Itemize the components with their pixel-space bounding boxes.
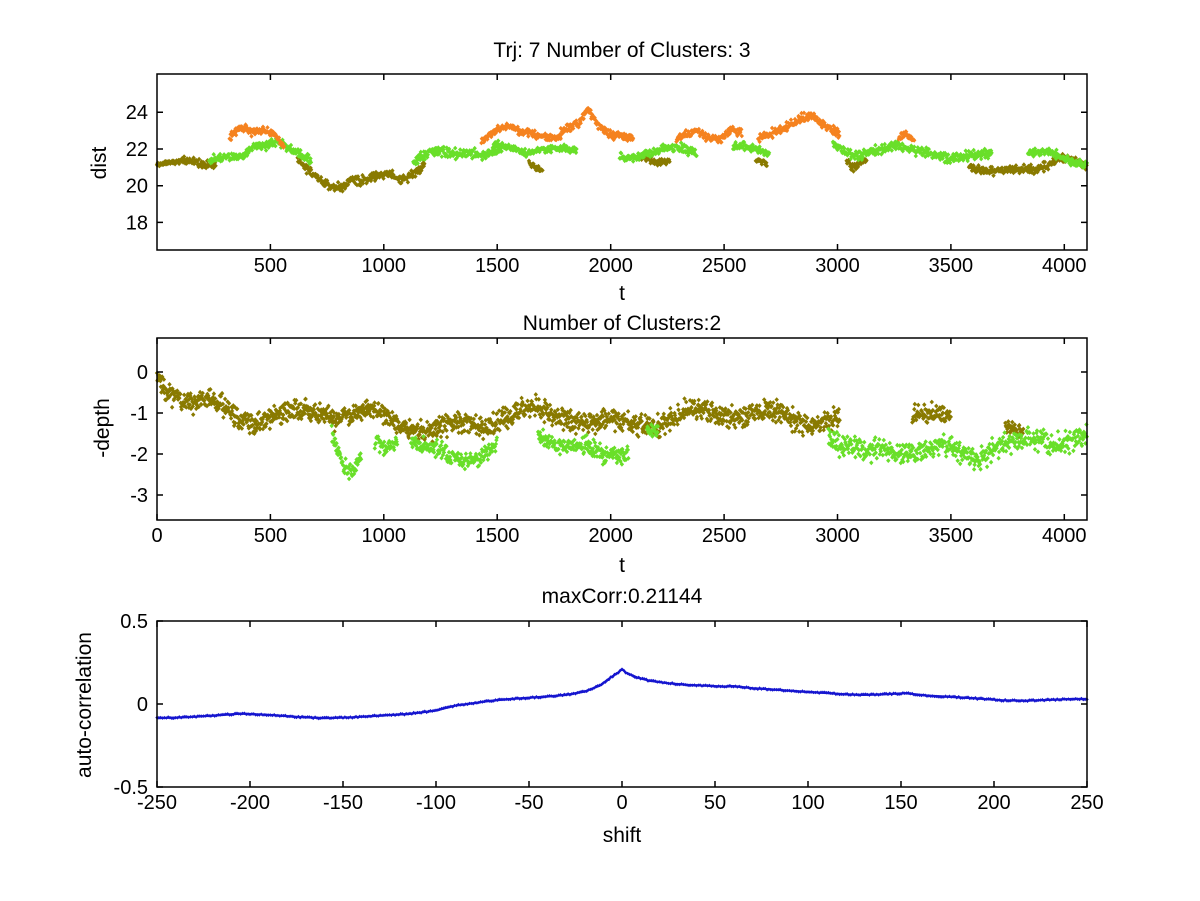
- x-tick-label: 1500: [475, 255, 520, 277]
- y-tick-label: 0: [137, 362, 148, 384]
- x-tick-label: 500: [254, 255, 287, 277]
- x-tick-label: 2500: [702, 255, 747, 277]
- x-tick-label: -250: [137, 792, 177, 814]
- x-tick-label: 3000: [815, 255, 860, 277]
- x-tick-label: 1000: [362, 255, 407, 277]
- y-tick-label: -0.5: [114, 777, 148, 799]
- x-tick-label: 500: [254, 525, 287, 547]
- x-tick-label: 3000: [815, 525, 860, 547]
- x-tick-label: 0: [616, 792, 627, 814]
- tick-marks: [156, 338, 1087, 520]
- subplot3-ylabel: auto-correlation: [73, 632, 96, 778]
- x-tick-label: -50: [515, 792, 544, 814]
- y-tick-label: 24: [126, 102, 148, 124]
- y-tick-label: 20: [126, 176, 148, 198]
- x-tick-label: 50: [704, 792, 726, 814]
- y-tick-label: 0: [137, 694, 148, 716]
- x-tick-label: 2000: [588, 525, 633, 547]
- subplot2-cluster-olive-points: [154, 370, 1026, 445]
- x-tick-label: 150: [884, 792, 917, 814]
- subplot3-xlabel: shift: [602, 824, 642, 847]
- y-tick-label: -3: [130, 485, 148, 507]
- y-tick-label: 18: [126, 212, 148, 234]
- x-tick-label: -100: [416, 792, 456, 814]
- y-tick-label: -2: [130, 444, 148, 466]
- subplot2-xlabel: t: [619, 554, 625, 577]
- subplot1-xlabel: t: [619, 282, 625, 305]
- subplot3-title: maxCorr:0.21144: [541, 585, 703, 608]
- subplot2-ylabel: -depth: [91, 398, 114, 458]
- subplot1-cluster-green-points: [207, 136, 1090, 170]
- tick-marks: [156, 620, 1088, 788]
- x-tick-label: 3500: [929, 525, 974, 547]
- x-tick-label: 4000: [1042, 525, 1087, 547]
- x-tick-label: 0: [151, 525, 162, 547]
- y-tick-label: 0.5: [120, 611, 148, 633]
- subplot1-axes: 500 1000 1500 2000 2500 3000 3500 4000 18 20 22 24: [126, 73, 1088, 277]
- x-tick-label: 250: [1070, 792, 1103, 814]
- autocorrelation-line: [156, 667, 1087, 720]
- subplot2-axes: 0 500 1000 1500 2000 2500 3000 3500 4000 0 -1 -2 -3: [130, 337, 1088, 547]
- y-tick-label: 22: [126, 139, 148, 161]
- subplot1-cluster-orange-points: [227, 105, 917, 150]
- tick-marks: [157, 74, 1087, 250]
- x-tick-label: 4000: [1042, 255, 1087, 277]
- subplot2-cluster-green-points: [329, 422, 1090, 482]
- x-tick-label: 200: [977, 792, 1010, 814]
- subplot1-title: Trj: 7 Number of Clusters: 3: [493, 39, 751, 62]
- x-tick-label: 1000: [362, 525, 407, 547]
- x-tick-label: 2000: [588, 255, 633, 277]
- subplot2-title: Number of Clusters:2: [522, 312, 722, 335]
- subplot3-axes: -250 -200 -150 -100 -50 0 50 100 150 200 250 0.5 0 -0…: [114, 611, 1104, 814]
- x-tick-label: 1500: [475, 525, 520, 547]
- subplot1-ylabel: dist: [88, 146, 111, 180]
- autocorrelation-markers: [155, 667, 1089, 721]
- x-tick-label: 3500: [929, 255, 974, 277]
- y-tick-label: -1: [130, 403, 148, 425]
- x-tick-label: 2500: [702, 525, 747, 547]
- x-tick-label: -150: [323, 792, 363, 814]
- x-tick-label: -200: [230, 792, 270, 814]
- x-tick-label: 100: [791, 792, 824, 814]
